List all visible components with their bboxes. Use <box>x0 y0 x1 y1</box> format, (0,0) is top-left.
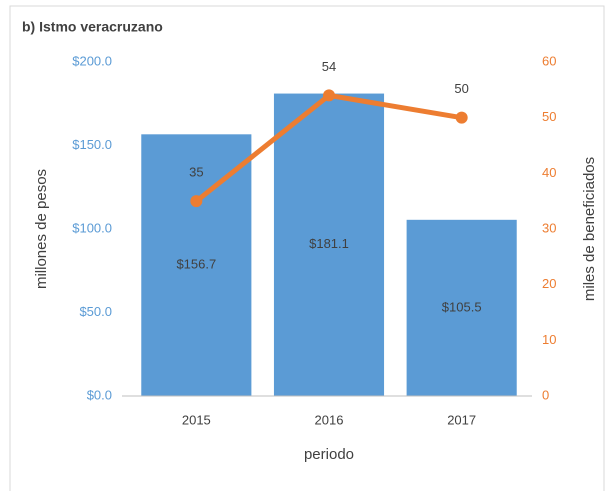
y-tick-label: $50.0 <box>79 304 112 319</box>
bar-value-label: $156.7 <box>176 257 216 272</box>
line-value-label: 35 <box>189 165 203 180</box>
line-point <box>323 89 335 102</box>
line-value-label: 54 <box>322 59 336 74</box>
y-axis-label: millones de pesos <box>33 169 50 289</box>
x-tick-label: 2015 <box>182 412 211 427</box>
y2-tick-label: 10 <box>542 332 556 347</box>
line-value-label: 50 <box>454 81 468 96</box>
y2-tick-label: 20 <box>542 276 556 291</box>
y2-tick-label: 40 <box>542 165 556 180</box>
chart-title: b) Istmo veracruzano <box>22 19 163 35</box>
y2-axis-label: miles de beneficiados <box>581 157 598 301</box>
line-point <box>190 195 203 208</box>
y-tick-label: $200.0 <box>72 53 112 68</box>
y-tick-label: $150.0 <box>72 137 112 152</box>
line-point <box>455 111 468 124</box>
y-tick-label: $0.0 <box>87 387 112 402</box>
bar-value-label: $181.1 <box>309 236 349 251</box>
y2-tick-label: 30 <box>542 220 556 235</box>
y-tick-label: $100.0 <box>72 220 112 235</box>
bar-value-label: $105.5 <box>442 299 482 314</box>
y2-tick-label: 50 <box>542 109 556 124</box>
bar <box>406 219 517 396</box>
y2-tick-label: 60 <box>542 53 556 68</box>
x-axis-label: periodo <box>304 446 354 463</box>
y2-tick-label: 0 <box>542 387 549 402</box>
bar <box>273 93 385 397</box>
x-tick-label: 2016 <box>315 412 344 427</box>
bar <box>141 134 252 396</box>
x-tick-label: 2017 <box>447 412 476 427</box>
